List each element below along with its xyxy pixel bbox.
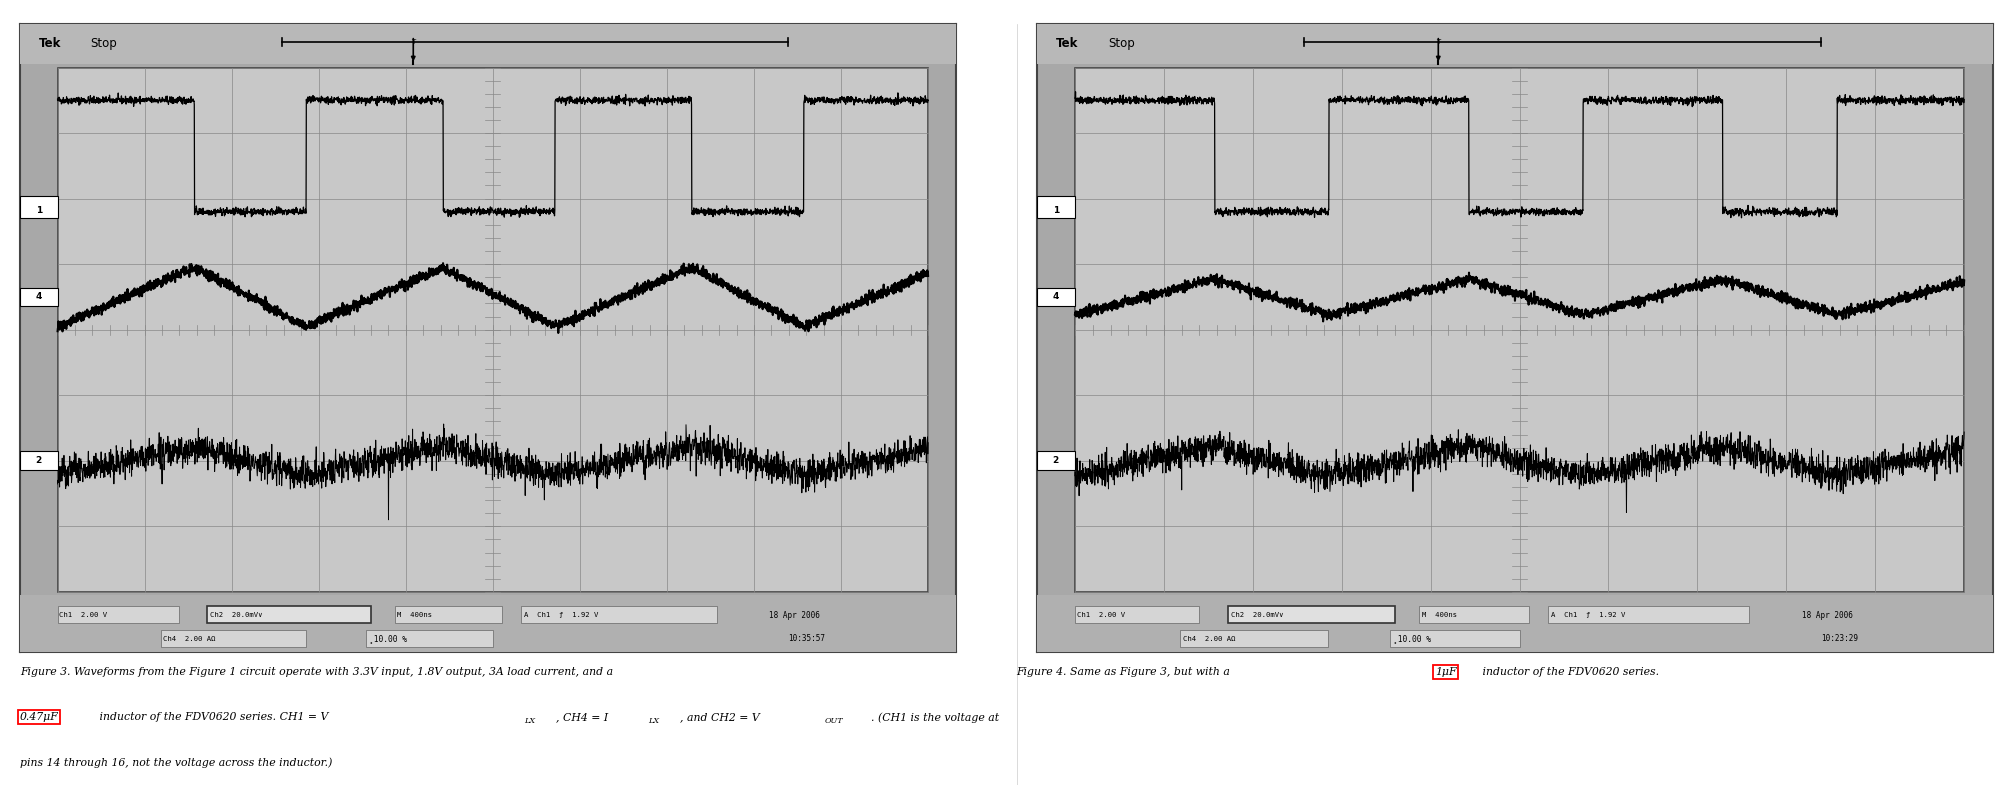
Text: 4: 4 (36, 293, 42, 301)
Bar (1037, 196, 1075, 218)
Bar (1391, 630, 1520, 647)
Text: LX: LX (523, 717, 535, 725)
Text: 2: 2 (36, 456, 42, 466)
Text: 10:23:29: 10:23:29 (1820, 634, 1858, 644)
Text: 1: 1 (36, 206, 42, 214)
Text: 1μF: 1μF (1435, 667, 1457, 677)
Bar (1037, 24, 1993, 64)
Text: Stop: Stop (91, 38, 117, 50)
Text: . (CH1 is the voltage at: . (CH1 is the voltage at (872, 712, 998, 722)
Text: A  Ch1  ƒ  1.92 V: A Ch1 ƒ 1.92 V (1552, 612, 1624, 618)
Text: 0.47μF: 0.47μF (20, 712, 58, 722)
Bar (207, 606, 370, 623)
Bar (20, 595, 956, 652)
Text: inductor of the FDV0620 series.: inductor of the FDV0620 series. (1480, 667, 1659, 677)
Text: , and CH2 = V: , and CH2 = V (680, 712, 759, 722)
Text: Stop: Stop (1109, 38, 1135, 50)
Text: M  400ns: M 400ns (397, 612, 433, 618)
Text: ̥10.00 %: ̥10.00 % (1393, 634, 1431, 644)
Text: 10:35:57: 10:35:57 (787, 634, 825, 644)
Text: ̥10.00 %: ̥10.00 % (368, 634, 407, 644)
Bar (20, 451, 58, 470)
Text: 18 Apr 2006: 18 Apr 2006 (1802, 611, 1852, 619)
Bar (1228, 606, 1395, 623)
Bar (1419, 606, 1530, 623)
Text: Ch4  2.00 AΩ: Ch4 2.00 AΩ (163, 636, 215, 642)
Bar (58, 606, 179, 623)
Text: A  Ch1  ƒ  1.92 V: A Ch1 ƒ 1.92 V (523, 612, 598, 618)
Text: inductor of the FDV0620 series. CH1 = V: inductor of the FDV0620 series. CH1 = V (97, 712, 328, 722)
Text: Ch2  20.0mV∨: Ch2 20.0mV∨ (1230, 612, 1284, 618)
Text: Figure 3. Waveforms from the Figure 1 circuit operate with 3.3V input, 1.8V outp: Figure 3. Waveforms from the Figure 1 ci… (20, 667, 614, 677)
Bar (58, 68, 928, 592)
Text: Ch1  2.00 V: Ch1 2.00 V (60, 612, 107, 618)
Bar (1075, 68, 1965, 592)
Bar (20, 196, 58, 218)
Text: 2: 2 (1053, 456, 1059, 466)
Text: Ch2  20.0mV∨: Ch2 20.0mV∨ (209, 612, 262, 618)
Text: 18 Apr 2006: 18 Apr 2006 (769, 611, 819, 619)
Bar (395, 606, 501, 623)
Text: Ch1  2.00 V: Ch1 2.00 V (1077, 612, 1125, 618)
Bar (1180, 630, 1329, 647)
Text: , CH4 = I: , CH4 = I (556, 712, 608, 722)
Text: Ch4  2.00 AΩ: Ch4 2.00 AΩ (1184, 636, 1236, 642)
Text: LX: LX (648, 717, 658, 725)
Text: OUT: OUT (825, 717, 843, 725)
Text: T: T (411, 39, 415, 45)
Bar (1037, 451, 1075, 470)
Text: Tek: Tek (1055, 38, 1079, 50)
Bar (161, 630, 306, 647)
Bar (1548, 606, 1749, 623)
Text: M  400ns: M 400ns (1421, 612, 1457, 618)
Bar (521, 606, 717, 623)
Bar (366, 630, 493, 647)
Bar (1075, 606, 1200, 623)
Bar (20, 287, 58, 306)
Text: T: T (1435, 39, 1441, 45)
Text: Tek: Tek (38, 38, 60, 50)
Text: 4: 4 (1053, 293, 1059, 301)
Bar (1037, 595, 1993, 652)
Text: Figure 4. Same as Figure 3, but with a: Figure 4. Same as Figure 3, but with a (1017, 667, 1234, 677)
Bar (20, 24, 956, 64)
Text: pins 14 through 16, not the voltage across the inductor.): pins 14 through 16, not the voltage acro… (20, 757, 332, 768)
Text: 1: 1 (1053, 206, 1059, 214)
Bar (1037, 287, 1075, 306)
